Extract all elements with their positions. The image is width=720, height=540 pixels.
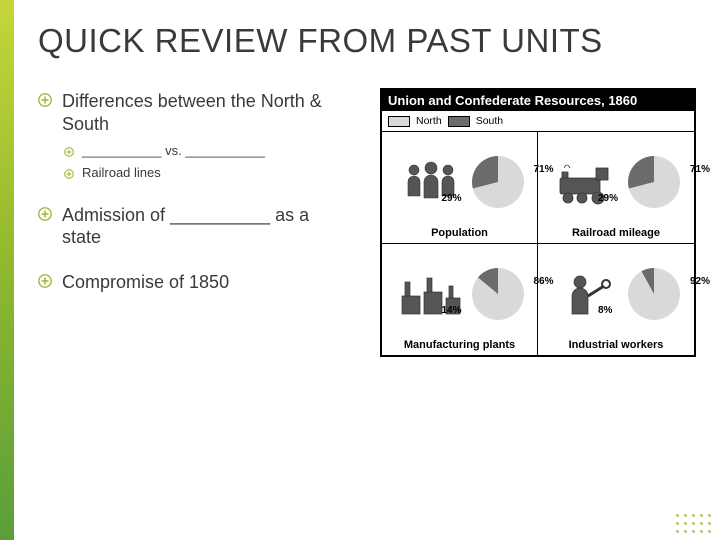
bullet-item: Differences between the North & South bbox=[38, 90, 348, 135]
cell-label: Railroad mileage bbox=[544, 227, 688, 239]
plus-bullet-icon bbox=[64, 169, 74, 179]
sub-bullet-list: ___________ vs. ___________ Railroad lin… bbox=[64, 143, 348, 182]
cell-label: Population bbox=[388, 227, 531, 239]
bullet-text: Differences between the North & South bbox=[62, 90, 348, 135]
cell-label: Industrial workers bbox=[544, 339, 688, 351]
south-percent: 8% bbox=[598, 305, 612, 316]
cell-label: Manufacturing plants bbox=[388, 339, 531, 351]
plus-bullet-icon bbox=[38, 93, 52, 107]
slide-title: QUICK REVIEW FROM PAST UNITS bbox=[38, 22, 603, 60]
pie-chart: 86% 14% bbox=[472, 268, 524, 320]
pie-chart: 92% 8% bbox=[628, 268, 680, 320]
legend-swatch-north bbox=[388, 116, 410, 127]
bullet-text: Admission of __________ as a state bbox=[62, 204, 348, 249]
bullet-item: Admission of __________ as a state bbox=[38, 204, 348, 249]
plus-bullet-icon bbox=[38, 207, 52, 221]
figure-cell: 71% 29% Railroad mileage bbox=[538, 131, 694, 243]
figure-cell: 71% 29% Population bbox=[382, 131, 538, 243]
north-percent: 71% bbox=[690, 164, 710, 175]
legend-label-south: South bbox=[476, 115, 503, 127]
pie-chart: 71% 29% bbox=[472, 156, 524, 208]
bullet-list: Differences between the North & South __… bbox=[38, 90, 348, 299]
bullet-item: Compromise of 1850 bbox=[38, 271, 348, 294]
bullet-text: Compromise of 1850 bbox=[62, 271, 229, 294]
sub-bullet-item: Railroad lines bbox=[64, 165, 348, 181]
figure-cell: 92% 8% Industrial workers bbox=[538, 243, 694, 355]
pie-chart: 71% 29% bbox=[628, 156, 680, 208]
south-percent: 29% bbox=[442, 193, 462, 204]
legend-label-north: North bbox=[416, 115, 442, 127]
sub-bullet-text: Railroad lines bbox=[82, 165, 161, 181]
figure-grid: 71% 29% Population 71% 29% bbox=[382, 131, 694, 355]
plus-bullet-icon bbox=[38, 274, 52, 288]
decorative-dots bbox=[676, 514, 712, 534]
south-percent: 29% bbox=[598, 193, 618, 204]
sub-bullet-text: ___________ vs. ___________ bbox=[82, 143, 265, 159]
figure-title: Union and Confederate Resources, 1860 bbox=[382, 90, 694, 111]
sub-bullet-item: ___________ vs. ___________ bbox=[64, 143, 348, 159]
north-percent: 71% bbox=[533, 164, 553, 175]
resources-figure: Union and Confederate Resources, 1860 No… bbox=[380, 88, 696, 357]
legend-swatch-south bbox=[448, 116, 470, 127]
figure-legend: North South bbox=[382, 111, 694, 131]
south-percent: 14% bbox=[442, 305, 462, 316]
north-percent: 92% bbox=[690, 276, 710, 287]
plus-bullet-icon bbox=[64, 147, 74, 157]
accent-stripe bbox=[0, 0, 14, 540]
north-percent: 86% bbox=[533, 276, 553, 287]
figure-cell: 86% 14% Manufacturing plants bbox=[382, 243, 538, 355]
